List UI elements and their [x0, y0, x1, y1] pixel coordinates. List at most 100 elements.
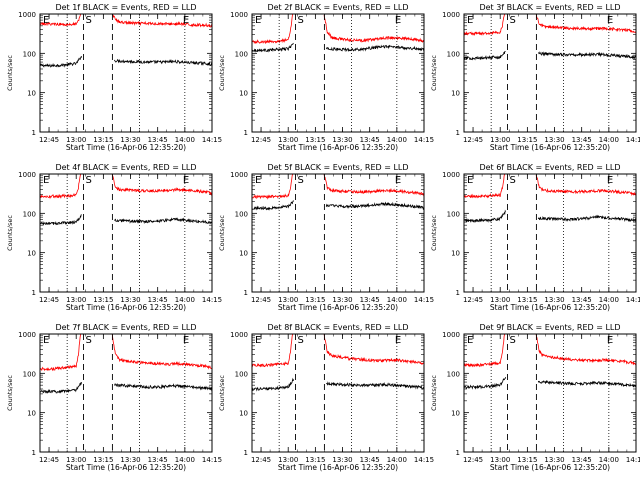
chart-panel-2: Det 2f BLACK = Events, RED = LLD Counts/s…: [218, 3, 434, 152]
x-tick-label: 13:45: [360, 296, 380, 304]
plot-frame: [39, 333, 213, 453]
series-line-events: [40, 382, 82, 394]
x-tick-label: 13:15: [93, 296, 113, 304]
event-marker-label: S: [509, 175, 515, 186]
series-line-events: [252, 199, 294, 211]
event-marker-label: E: [255, 15, 261, 26]
y-tick-label: 10: [239, 90, 248, 98]
chart-title: Det 4f BLACK = Events, RED = LLD: [55, 163, 196, 172]
x-tick-label: 13:45: [572, 296, 592, 304]
series-line-events: [113, 58, 212, 66]
x-tick-label: 14:00: [387, 136, 407, 144]
series-line-lld: [111, 14, 212, 28]
x-axis-label: Start Time (16-Apr-06 12:35:20): [278, 463, 398, 472]
y-tick-label: 1: [32, 449, 36, 457]
x-tick-label: 13:00: [278, 456, 298, 464]
y-axis-label: Counts/sec: [218, 215, 226, 251]
series-line-lld: [40, 14, 81, 27]
x-tick-label: 13:00: [490, 456, 510, 464]
y-tick-label: 10: [27, 250, 36, 258]
y-tick-label: 1000: [230, 11, 248, 19]
series-line-events: [325, 201, 424, 211]
x-tick-label: 14:15: [626, 456, 640, 464]
x-axis-label: Start Time (16-Apr-06 12:35:20): [66, 303, 186, 312]
event-marker-label: S: [85, 335, 91, 346]
event-marker-label: E: [467, 335, 473, 346]
series-line-events: [537, 214, 636, 223]
series-line-lld: [323, 334, 424, 365]
event-marker-label: E: [395, 175, 401, 186]
event-marker-label: E: [607, 175, 613, 186]
chart-panel-3: Det 3f BLACK = Events, RED = LLD Counts/s…: [430, 3, 640, 152]
x-tick-label: 12:45: [463, 456, 483, 464]
x-tick-label: 12:45: [463, 136, 483, 144]
series-line-lld: [323, 174, 424, 197]
chart-panel-1: Det 1f BLACK = Events, RED = LLD Counts/s…: [6, 3, 222, 152]
series-line-events: [538, 51, 636, 60]
event-marker-label: S: [85, 175, 91, 186]
x-tick-label: 14:00: [599, 296, 619, 304]
series-line-events: [326, 381, 424, 390]
series-line-lld: [252, 334, 293, 368]
y-tick-label: 1000: [18, 11, 36, 19]
x-tick-label: 13:30: [120, 296, 140, 304]
y-tick-label: 100: [447, 210, 460, 218]
y-tick-label: 100: [447, 50, 460, 58]
event-marker-label: E: [183, 175, 189, 186]
y-axis-label: Counts/sec: [218, 55, 226, 91]
x-tick-label: 14:15: [414, 456, 434, 464]
chart-panel-9: Det 9f BLACK = Events, RED = LLD Counts/s…: [430, 323, 640, 472]
event-marker-label: S: [509, 335, 515, 346]
x-tick-label: 13:30: [332, 456, 352, 464]
plot-frame: [463, 13, 637, 133]
plot-frame: [39, 13, 213, 133]
x-tick-label: 13:15: [93, 136, 113, 144]
y-tick-label: 100: [23, 210, 36, 218]
series-line-events: [40, 55, 82, 68]
event-marker-label: E: [43, 15, 49, 26]
x-axis-label: Start Time (16-Apr-06 12:35:20): [490, 463, 610, 472]
y-tick-label: 1: [456, 129, 460, 137]
x-axis-label: Start Time (16-Apr-06 12:35:20): [490, 143, 610, 152]
chart-title: Det 2f BLACK = Events, RED = LLD: [267, 3, 408, 12]
chart-panel-4: Det 4f BLACK = Events, RED = LLD Counts/s…: [6, 163, 222, 312]
event-marker-label: S: [509, 15, 515, 26]
y-tick-label: 10: [451, 410, 460, 418]
plot-frame: [463, 173, 637, 293]
y-tick-label: 100: [235, 370, 248, 378]
series-line-events: [464, 51, 506, 61]
x-tick-label: 14:00: [175, 456, 195, 464]
y-axis-label: Counts/sec: [218, 375, 226, 411]
series-line-lld: [535, 14, 636, 34]
chart-title: Det 7f BLACK = Events, RED = LLD: [55, 323, 196, 332]
x-tick-label: 13:45: [360, 136, 380, 144]
y-tick-label: 100: [447, 370, 460, 378]
y-tick-label: 10: [451, 90, 460, 98]
series-line-lld: [40, 334, 81, 372]
y-tick-label: 10: [239, 250, 248, 258]
y-axis-label: Counts/sec: [430, 215, 438, 251]
x-tick-label: 13:00: [278, 136, 298, 144]
x-tick-label: 13:30: [120, 136, 140, 144]
series-line-events: [40, 214, 82, 226]
x-tick-label: 14:15: [414, 136, 434, 144]
x-tick-label: 12:45: [463, 296, 483, 304]
x-tick-label: 13:45: [572, 136, 592, 144]
x-tick-label: 13:30: [544, 296, 564, 304]
x-tick-label: 14:00: [175, 296, 195, 304]
x-tick-label: 12:45: [39, 136, 59, 144]
x-tick-label: 12:45: [251, 456, 271, 464]
series-line-lld: [535, 334, 636, 366]
series-line-lld: [111, 334, 212, 370]
plot-frame: [251, 333, 425, 453]
x-tick-label: 13:15: [305, 456, 325, 464]
y-tick-label: 100: [23, 370, 36, 378]
y-tick-label: 1: [244, 289, 248, 297]
x-tick-label: 14:00: [387, 456, 407, 464]
series-line-events: [537, 379, 636, 388]
y-tick-label: 100: [235, 210, 248, 218]
x-tick-label: 13:00: [66, 456, 86, 464]
x-tick-label: 13:45: [148, 456, 168, 464]
event-marker-label: E: [43, 335, 49, 346]
x-tick-label: 12:45: [39, 296, 59, 304]
